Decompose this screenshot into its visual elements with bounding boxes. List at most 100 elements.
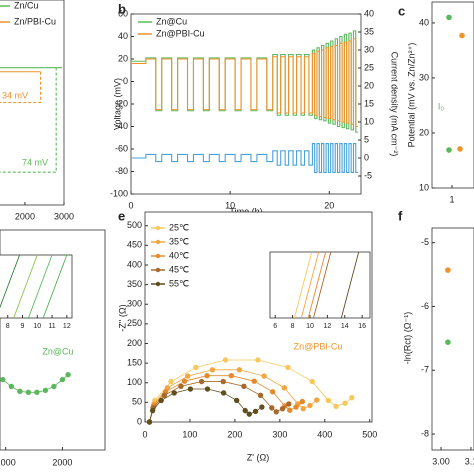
x-tick-label: 300 <box>272 429 287 439</box>
y-tick-label: -5 <box>421 237 429 247</box>
series-line <box>340 251 360 319</box>
legend-label: 40℃ <box>169 250 189 260</box>
inset-frame <box>269 251 371 319</box>
data-point <box>187 386 194 392</box>
y-tick-label: 60 <box>118 8 128 18</box>
data-point <box>314 397 320 403</box>
y2-tick-label: 30 <box>364 44 374 54</box>
x-tick-label: 0 <box>128 200 133 210</box>
y-tick-label: 0 <box>123 76 128 86</box>
data-point <box>181 378 188 384</box>
data-point <box>204 386 211 392</box>
data-point <box>220 390 227 396</box>
data-point <box>65 372 71 378</box>
data-point <box>300 405 306 412</box>
data-point <box>307 402 313 409</box>
data-point <box>281 385 288 391</box>
x-tick-label: 1000 <box>0 457 16 467</box>
data-point <box>255 357 261 363</box>
data-point <box>222 357 229 363</box>
plot-frame <box>431 227 474 451</box>
data-point <box>236 367 243 373</box>
y-tick-label: 500 <box>127 220 142 230</box>
x-tick-label: 10 <box>225 200 235 210</box>
y-tick-label: -80 <box>115 166 128 176</box>
y-tick-label: -40 <box>115 121 128 131</box>
legend-label: Zn@Cu <box>156 16 187 26</box>
series-line <box>307 251 327 319</box>
y2-tick-label: 0 <box>364 152 369 162</box>
y2-axis-label: Current density (mA cm⁻²) <box>390 52 400 157</box>
data-point <box>287 407 293 413</box>
data-point <box>279 405 286 412</box>
legend-marker <box>155 239 161 245</box>
y-tick-label: -6 <box>421 301 429 311</box>
data-point <box>286 401 292 407</box>
series-line <box>0 71 42 104</box>
data-point <box>161 392 168 399</box>
x-tick-label: 400 <box>317 429 332 439</box>
data-point <box>198 378 205 385</box>
legend-label: Zn@PBI-Cu <box>156 28 205 38</box>
data-point <box>446 147 452 153</box>
x-tick-label: 8 <box>6 323 10 330</box>
x-tick-label: 3.00 <box>432 456 450 466</box>
data-point <box>299 398 306 405</box>
y2-tick-label: -5 <box>364 170 372 180</box>
x-tick-label: 10 <box>306 323 314 330</box>
data-point <box>269 405 275 411</box>
panel-letter: c <box>398 3 405 18</box>
annotation: Zn@PBI-Cu <box>294 341 343 351</box>
data-point <box>8 383 15 390</box>
x-tick-label: 9 <box>21 323 25 330</box>
data-point <box>233 397 240 404</box>
y-axis-label: Potential (mV vs. Zn/Zn²⁺) <box>406 43 416 148</box>
x-tick-label: 100 <box>182 429 197 439</box>
data-point <box>269 389 276 395</box>
y2-tick-label: 5 <box>364 134 369 144</box>
x-tick-label: 0 <box>142 429 147 439</box>
y-tick-label: -8 <box>421 428 429 438</box>
y-axis-label: Voltage (mV) <box>112 78 122 130</box>
data-point <box>293 404 299 410</box>
x-tick-label: 10 <box>33 323 41 330</box>
x-tick-label: 16 <box>358 323 366 330</box>
data-point <box>209 367 216 373</box>
y-tick-label: 450 <box>127 240 142 250</box>
data-point <box>252 408 259 415</box>
y-tick-label: 150 <box>127 357 142 367</box>
x-tick-label: 8 <box>291 323 295 330</box>
legend-label: 35℃ <box>169 236 189 246</box>
y-tick-label: 10 <box>419 182 429 192</box>
data-point <box>158 397 164 404</box>
plot-frame <box>431 1 474 189</box>
x-tick-label: 1 <box>449 194 454 204</box>
data-point <box>168 378 174 385</box>
data-point <box>228 372 235 379</box>
data-point <box>59 376 66 383</box>
x-tick-label: 3000 <box>54 211 74 221</box>
y-tick-label: 300 <box>127 299 142 309</box>
data-point <box>325 397 332 404</box>
data-point <box>51 383 57 390</box>
x-tick-label: 6 <box>273 323 277 330</box>
series-line <box>131 38 359 128</box>
x-tick-label: 14 <box>341 323 349 330</box>
y-tick-label: 40 <box>419 17 429 27</box>
x-tick-label: 12 <box>63 323 71 330</box>
x-tick-label: 3.1 <box>465 456 474 466</box>
y2-tick-label: 25 <box>364 62 374 72</box>
y2-tick-label: 10 <box>364 116 374 126</box>
x-tick-label: 200 <box>227 429 242 439</box>
series-line <box>27 254 53 319</box>
series-line <box>42 254 68 319</box>
data-point <box>204 372 210 379</box>
y2-tick-label: 20 <box>364 80 374 90</box>
data-point <box>349 394 355 401</box>
series-line <box>313 251 332 319</box>
panel-letter: b <box>118 1 126 16</box>
y-tick-label: 350 <box>127 279 142 289</box>
y-tick-label: 200 <box>127 338 142 348</box>
legend-marker <box>155 267 161 273</box>
